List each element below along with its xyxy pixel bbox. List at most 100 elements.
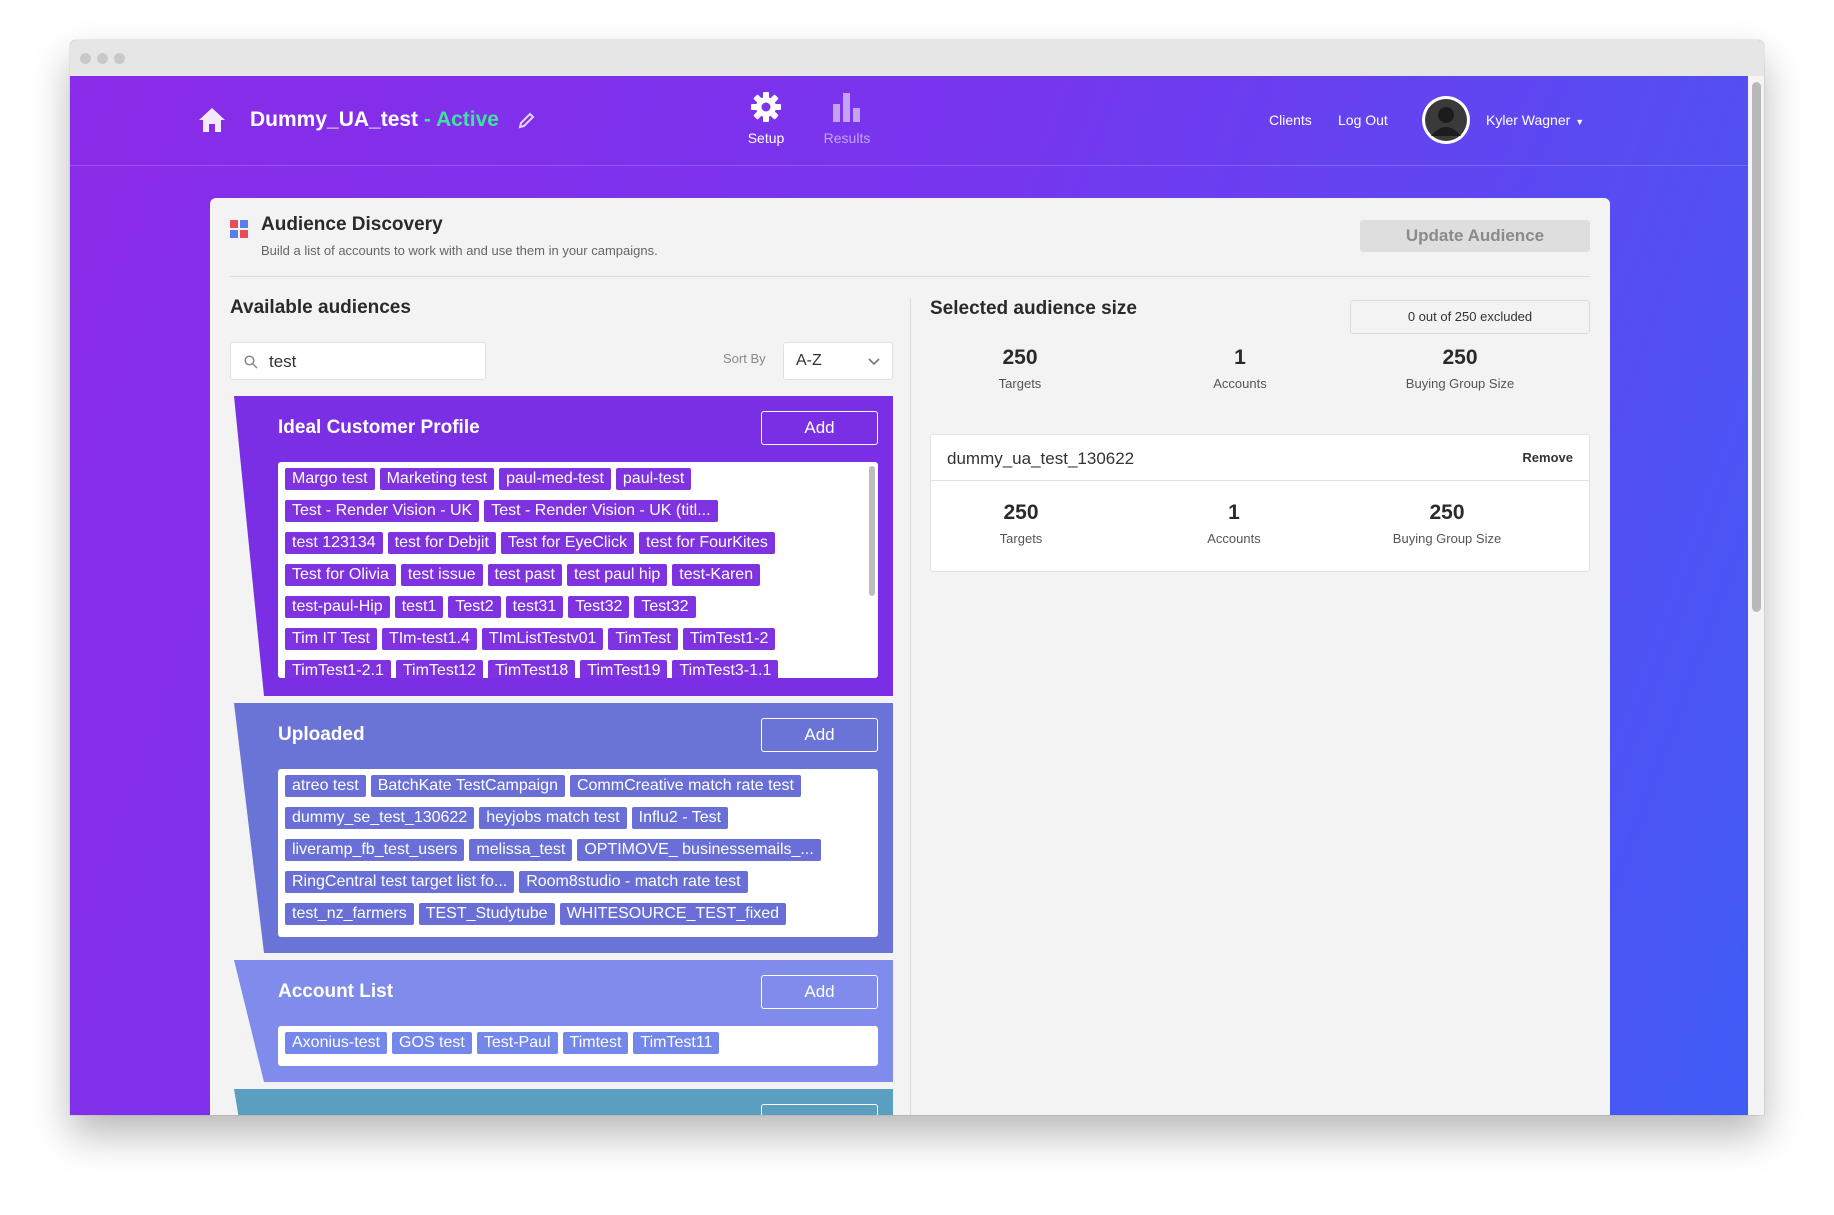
audience-tag[interactable]: TimTest18 (488, 660, 576, 678)
close-window-dot[interactable] (80, 53, 91, 64)
page-subtitle: Build a list of accounts to work with an… (261, 243, 658, 258)
audience-tag[interactable]: Tim IT Test (285, 628, 377, 650)
add-ideal-customer-profile-button[interactable]: Add (761, 411, 878, 445)
remove-audience-button[interactable]: Remove (1522, 450, 1573, 465)
audience-tag[interactable]: test issue (400, 564, 483, 586)
audience-tag[interactable]: Test - Render Vision - UK (285, 500, 480, 522)
audience-tag[interactable]: TimTest12 (395, 660, 484, 678)
audience-tag[interactable]: test-Karen (672, 564, 761, 586)
audience-tag[interactable]: TEST_Studytube (418, 903, 555, 925)
audience-tag[interactable]: OPTIMOVE_ businessemails_... (577, 839, 821, 861)
divider (230, 276, 1590, 277)
sort-by-label: Sort By (723, 351, 766, 366)
audience-tag[interactable]: Margo test (285, 468, 375, 490)
audience-tag[interactable]: Test2 (448, 596, 501, 618)
user-menu[interactable]: Kyler Wagner ▼ (1486, 112, 1584, 128)
audience-tag[interactable]: Timtest (562, 1032, 629, 1054)
page-scrollbar-thumb[interactable] (1752, 82, 1761, 612)
update-audience-button[interactable]: Update Audience (1360, 220, 1590, 252)
stat-accounts: 1 Accounts (1140, 346, 1340, 391)
audience-tag[interactable]: TimTest19 (580, 660, 668, 678)
selected-audience-item: dummy_ua_test_130622 Remove 250 Targets … (930, 434, 1590, 572)
avatar[interactable] (1422, 96, 1470, 144)
group-background (234, 1089, 893, 1115)
audience-tag[interactable]: Test - Render Vision - UK (titl... (484, 500, 718, 522)
add-account-list-button[interactable]: Add (761, 975, 878, 1009)
audience-stat-targets: 250 Targets (921, 501, 1121, 546)
audience-tag[interactable]: test31 (505, 596, 564, 618)
audience-tag[interactable]: TimTest1-2.1 (285, 660, 391, 678)
audience-tag[interactable]: atreo test (285, 775, 366, 797)
browser-window: Dummy_UA_test - Active (70, 40, 1764, 1115)
stat-value: 1 (1234, 346, 1246, 369)
audience-tag[interactable]: CommCreative match rate test (569, 775, 801, 797)
audience-tag[interactable]: Axonius-test (285, 1032, 388, 1054)
audience-tag[interactable]: paul-med-test (499, 468, 611, 490)
audience-tag[interactable]: test_nz_farmers (285, 903, 414, 925)
audience-tag[interactable]: TimTest3-1.1 (672, 660, 779, 678)
stat-label: Targets (999, 531, 1043, 546)
audience-tag[interactable]: liveramp_fb_test_users (285, 839, 465, 861)
clients-link[interactable]: Clients (1269, 112, 1312, 128)
audience-tag[interactable]: TImListTestv01 (481, 628, 604, 650)
stat-targets: 250 Targets (920, 346, 1120, 391)
pencil-icon[interactable] (518, 111, 536, 129)
tag-list-scrollbar[interactable] (869, 466, 875, 596)
logout-link[interactable]: Log Out (1338, 112, 1388, 128)
audience-tag[interactable]: TIm-test1.4 (381, 628, 477, 650)
gear-icon (751, 92, 781, 122)
campaign-name: Dummy_UA_test (250, 108, 419, 131)
audience-tag[interactable]: test paul hip (567, 564, 668, 586)
audience-tag[interactable]: heyjobs match test (479, 807, 627, 829)
stat-label: Buying Group Size (1405, 376, 1515, 391)
audience-tag[interactable]: Test32 (634, 596, 696, 618)
audience-tag[interactable]: WHITESOURCE_TEST_fixed (559, 903, 787, 925)
group-title: Uploaded (278, 724, 365, 745)
tab-setup-label: Setup (747, 130, 785, 146)
minimize-window-dot[interactable] (97, 53, 108, 64)
maximize-window-dot[interactable] (114, 53, 125, 64)
stat-label: Accounts (1213, 376, 1267, 391)
selected-audience-name: dummy_ua_test_130622 (947, 449, 1135, 468)
audience-tag[interactable]: RingCentral test target list fo... (285, 871, 515, 893)
group-uploaded: Uploaded Add atreo test BatchKate TestCam… (230, 703, 893, 953)
home-icon[interactable] (197, 106, 227, 134)
audience-tag[interactable]: TimTest (608, 628, 678, 650)
selected-audience-size-title: Selected audience size (930, 298, 1137, 319)
stat-label: Accounts (1207, 531, 1261, 546)
column-divider (910, 298, 911, 1115)
audience-tag[interactable]: test 123134 (285, 532, 383, 554)
audience-tag[interactable]: test for FourKites (639, 532, 775, 554)
audience-tag[interactable]: TimTest11 (633, 1032, 720, 1054)
audience-tag[interactable]: Test for EyeClick (500, 532, 635, 554)
group-partial (230, 1089, 893, 1115)
audience-tag[interactable]: Room8studio - match rate test (519, 871, 748, 893)
tab-setup[interactable]: Setup (726, 90, 806, 146)
audience-tag[interactable]: Test-Paul (476, 1032, 558, 1054)
audience-tag[interactable]: Test for Olivia (285, 564, 396, 586)
audience-tag[interactable]: TimTest1-2 (682, 628, 776, 650)
search-input[interactable] (269, 349, 469, 375)
audience-tag[interactable]: melissa_test (469, 839, 573, 861)
campaign-status: - Active (418, 108, 499, 131)
add-uploaded-button[interactable]: Add (761, 718, 878, 752)
tag-list: Margo test Marketing test paul-med-test pau… (278, 462, 878, 678)
group-account-list: Account List Add Axonius-test GOS test Tes… (230, 960, 893, 1082)
group-ideal-customer-profile: Ideal Customer Profile Add Margo test Mar… (230, 396, 893, 696)
audience-tag[interactable]: dummy_se_test_130622 (285, 807, 475, 829)
audience-tag[interactable]: Influ2 - Test (631, 807, 729, 829)
top-navbar: Dummy_UA_test - Active (70, 76, 1748, 166)
audience-tag[interactable]: Test32 (568, 596, 630, 618)
tab-results[interactable]: Results (807, 90, 887, 146)
sort-dropdown[interactable]: A-Z (783, 342, 893, 380)
audience-tag[interactable]: GOS test (392, 1032, 472, 1054)
audience-tag[interactable]: BatchKate TestCampaign (370, 775, 565, 797)
audience-tag[interactable]: test-paul-Hip (285, 596, 390, 618)
audience-tag[interactable]: paul-test (615, 468, 692, 490)
audience-tag[interactable]: test past (487, 564, 562, 586)
audience-tag[interactable]: Marketing test (379, 468, 495, 490)
add-button-partial[interactable] (761, 1104, 878, 1115)
audience-tag[interactable]: test for Debjit (387, 532, 496, 554)
audience-tag[interactable]: test1 (394, 596, 444, 618)
page-title: Audience Discovery (261, 214, 443, 235)
